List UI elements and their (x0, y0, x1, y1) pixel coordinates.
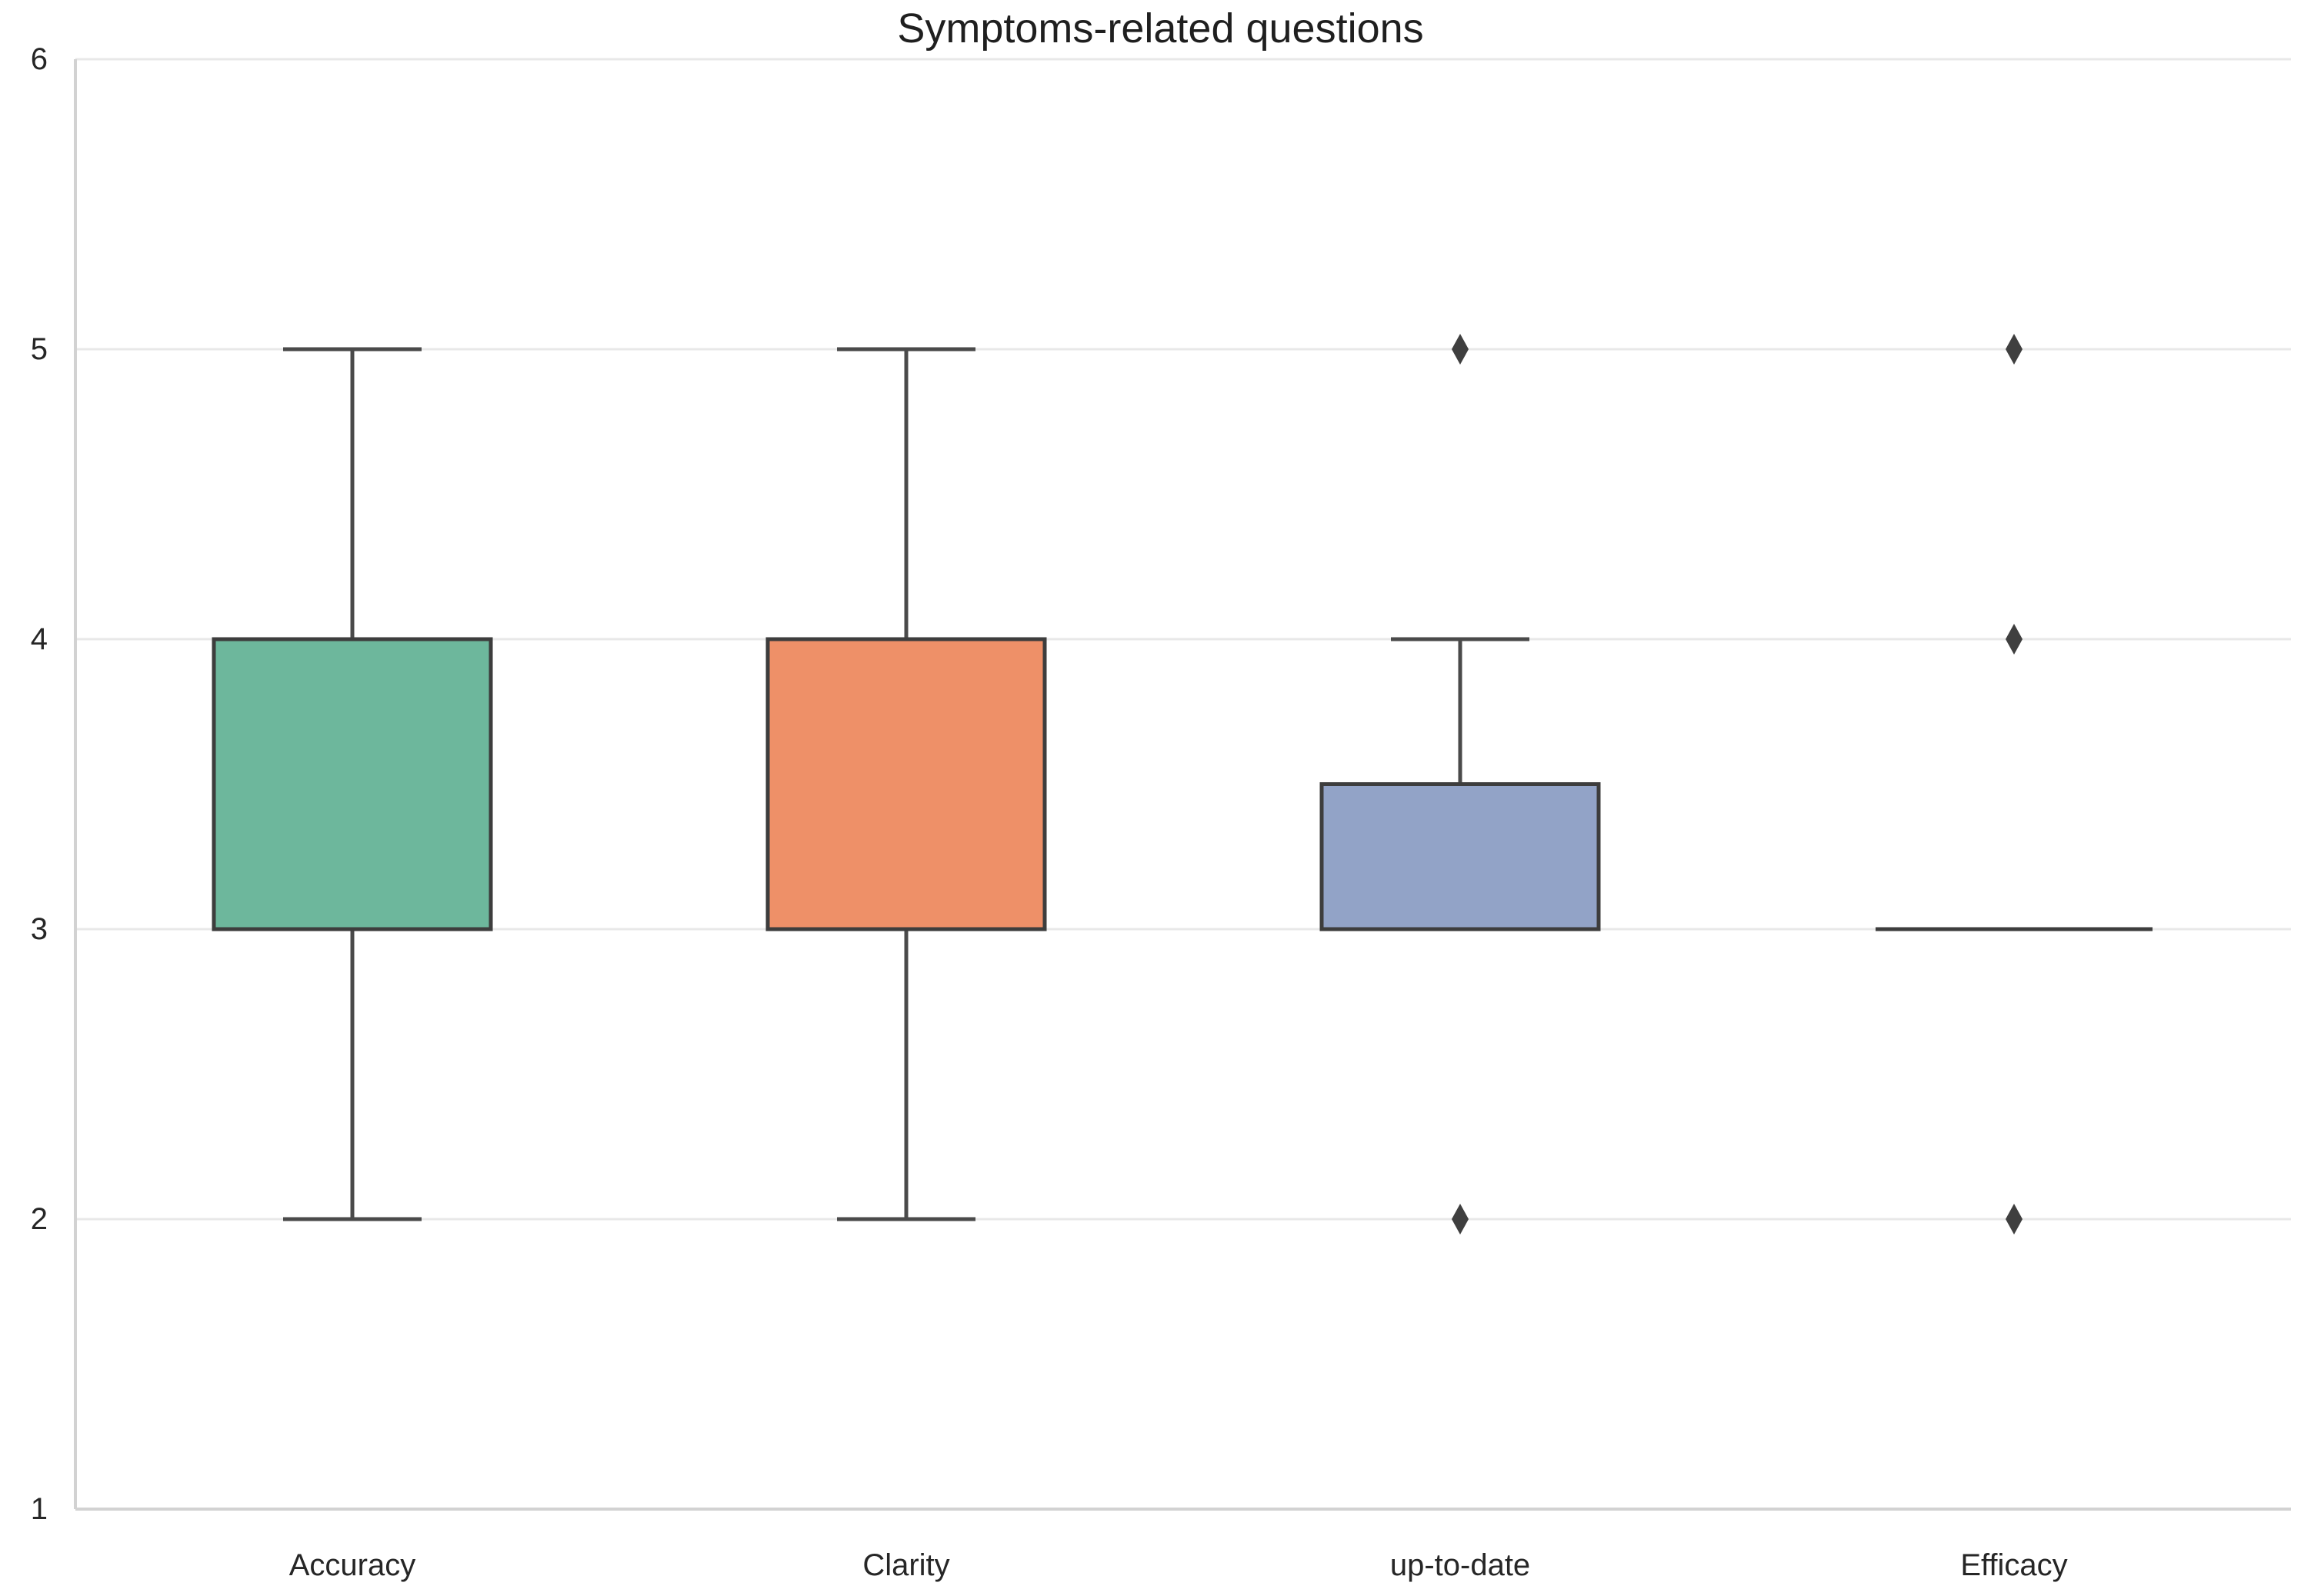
chart-title: Symptoms-related questions (897, 5, 1424, 52)
x-tick-label-Efficacy: Efficacy (1960, 1548, 2067, 1582)
box-Clarity (765, 637, 1047, 931)
x-tick-label-Clarity: Clarity (862, 1548, 949, 1582)
outlier-up-to-date-2 (1452, 1204, 1469, 1234)
y-tick-label-6: 6 (31, 42, 48, 76)
outlier-Efficacy-4 (2006, 624, 2023, 655)
outlier-Efficacy-2 (2006, 1204, 2023, 1234)
y-tick-label-5: 5 (31, 332, 48, 366)
y-tick-label-2: 2 (31, 1202, 48, 1236)
box-Accuracy (212, 637, 493, 931)
outlier-up-to-date-5 (1452, 334, 1469, 365)
y-tick-label-4: 4 (31, 622, 48, 656)
x-tick-label-Accuracy: Accuracy (289, 1548, 416, 1582)
y-tick-label-3: 3 (31, 912, 48, 946)
y-tick-label-1: 1 (31, 1492, 48, 1526)
x-tick-label-up-to-date: up-to-date (1390, 1548, 1530, 1582)
box-up-to-date (1319, 782, 1601, 931)
outlier-Efficacy-5 (2006, 334, 2023, 365)
